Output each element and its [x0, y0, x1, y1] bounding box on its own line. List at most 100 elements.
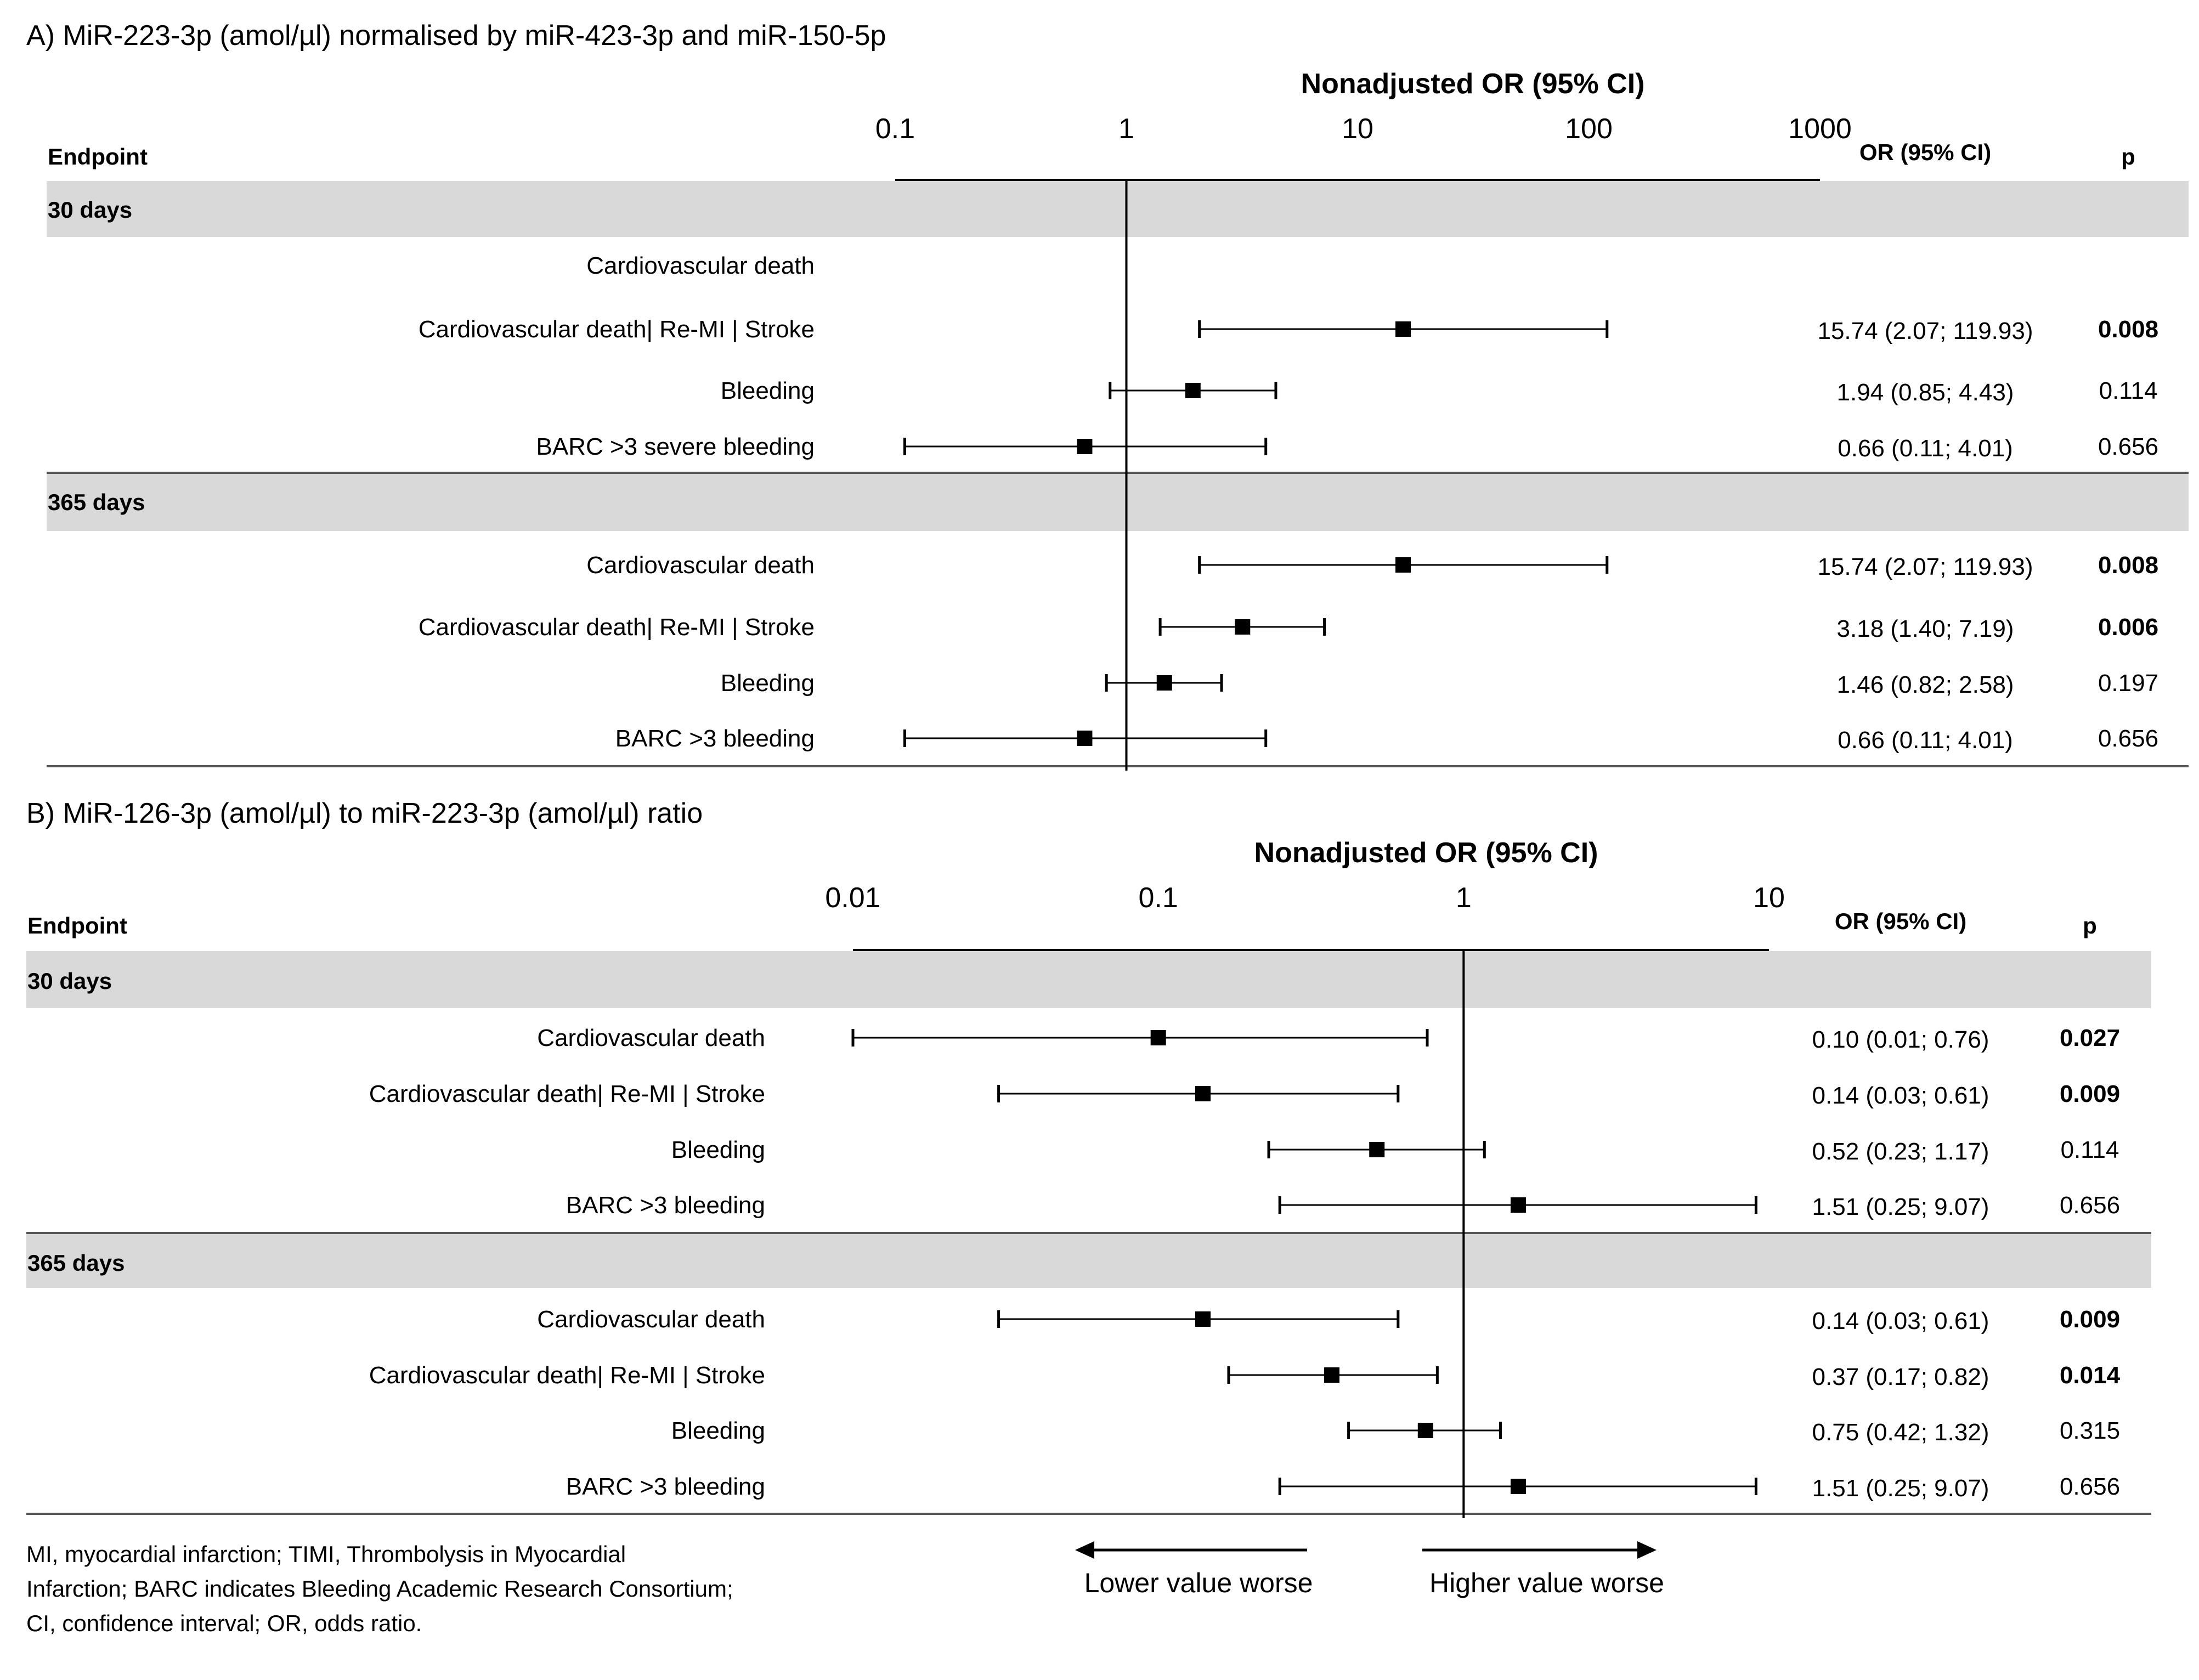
endpoint-label: Bleeding	[671, 1417, 765, 1444]
or-ci-value: 15.74 (2.07; 119.93)	[1817, 318, 2033, 344]
point-estimate	[1417, 1423, 1433, 1438]
p-value: 0.027	[2060, 1025, 2120, 1051]
endpoint-label: Cardiovascular death	[537, 1306, 765, 1333]
endpoint-label: Bleeding	[721, 670, 815, 697]
left-arrow-icon	[1075, 1541, 1094, 1559]
panel-title: A) MiR-223-3p (amol/µl) normalised by mi…	[26, 20, 886, 52]
group-band	[26, 951, 2151, 1008]
point-estimate	[1369, 1142, 1385, 1157]
tick-label: 1	[1118, 113, 1134, 145]
p-value: 0.009	[2060, 1306, 2120, 1333]
group-label: 30 days	[27, 968, 112, 994]
endpoint-label: Cardiovascular death| Re-MI | Stroke	[369, 1081, 765, 1107]
header-endpoint: Endpoint	[27, 913, 127, 938]
p-value: 0.656	[2060, 1473, 2120, 1500]
or-ci-value: 0.10 (0.01; 0.76)	[1812, 1026, 1989, 1053]
footnote: MI, myocardial infarction; TIMI, Thrombo…	[26, 1541, 733, 1636]
group-band	[47, 473, 2189, 531]
endpoint-label: BARC >3 bleeding	[615, 725, 815, 752]
or-ci-value: 3.18 (1.40; 7.19)	[1837, 615, 2014, 642]
lower-value-worse-label: Lower value worse	[1084, 1568, 1313, 1598]
endpoint-label: BARC >3 bleeding	[566, 1473, 765, 1500]
or-ci-value: 0.14 (0.03; 0.61)	[1812, 1308, 1989, 1334]
or-ci-value: 0.52 (0.23; 1.17)	[1812, 1138, 1989, 1165]
higher-value-worse-label: Higher value worse	[1429, 1568, 1664, 1598]
p-value: 0.008	[2098, 316, 2158, 343]
endpoint-label: Cardiovascular death	[586, 252, 815, 279]
p-value: 0.009	[2060, 1081, 2120, 1107]
tick-label: 0.01	[825, 882, 880, 914]
tick-label: 1	[1456, 882, 1472, 914]
axis-title: Nonadjusted OR (95% CI)	[1254, 837, 1598, 869]
point-estimate	[1150, 1030, 1166, 1045]
group-label: 365 days	[27, 1250, 125, 1276]
p-value: 0.315	[2060, 1417, 2120, 1444]
or-ci-value: 15.74 (2.07; 119.93)	[1817, 553, 2033, 580]
endpoint-label: Cardiovascular death	[537, 1025, 765, 1051]
endpoint-label: Cardiovascular death| Re-MI | Stroke	[369, 1362, 765, 1389]
tick-label: 100	[1565, 113, 1613, 145]
p-value: 0.197	[2098, 670, 2158, 697]
group-band	[47, 181, 2189, 237]
footnote-line: CI, confidence interval; OR, odds ratio.	[26, 1610, 422, 1636]
axis-title: Nonadjusted OR (95% CI)	[1301, 68, 1645, 100]
group-band	[26, 1233, 2151, 1288]
header-endpoint: Endpoint	[48, 144, 148, 169]
or-ci-value: 0.14 (0.03; 0.61)	[1812, 1082, 1989, 1109]
endpoint-label: Bleeding	[671, 1136, 765, 1163]
or-ci-value: 0.66 (0.11; 4.01)	[1838, 727, 2013, 754]
tick-label: 10	[1342, 113, 1373, 145]
or-ci-value: 0.37 (0.17; 0.82)	[1812, 1364, 1989, 1390]
forest-panel-a: A) MiR-223-3p (amol/µl) normalised by mi…	[26, 20, 2189, 771]
p-value: 0.656	[2060, 1192, 2120, 1219]
tick-label: 0.1	[875, 113, 915, 145]
point-estimate	[1510, 1479, 1526, 1494]
tick-label: 10	[1753, 882, 1785, 914]
footnote-line: MI, myocardial infarction; TIMI, Thrombo…	[26, 1541, 626, 1567]
endpoint-label: Cardiovascular death| Re-MI | Stroke	[419, 316, 815, 343]
point-estimate	[1077, 439, 1093, 454]
endpoint-label: Cardiovascular death| Re-MI | Stroke	[419, 614, 815, 641]
right-arrow-icon	[1637, 1541, 1657, 1559]
p-value: 0.006	[2098, 614, 2158, 641]
footnote-line: Infarction; BARC indicates Bleeding Acad…	[26, 1576, 733, 1602]
endpoint-label: BARC >3 severe bleeding	[536, 433, 815, 460]
or-ci-value: 1.46 (0.82; 2.58)	[1837, 671, 2014, 698]
point-estimate	[1395, 557, 1411, 573]
point-estimate	[1235, 619, 1251, 635]
or-ci-value: 1.94 (0.85; 4.43)	[1837, 379, 2014, 406]
group-label: 365 days	[48, 489, 145, 515]
point-estimate	[1077, 731, 1093, 746]
p-value: 0.656	[2098, 725, 2158, 752]
point-estimate	[1185, 383, 1201, 398]
p-value: 0.014	[2060, 1362, 2121, 1389]
point-estimate	[1156, 675, 1172, 691]
point-estimate	[1195, 1311, 1211, 1327]
endpoint-label: Cardiovascular death	[586, 552, 815, 579]
header-or: OR (95% CI)	[1835, 908, 1966, 934]
p-value: 0.656	[2098, 433, 2158, 460]
p-value: 0.114	[2061, 1136, 2119, 1163]
group-label: 30 days	[48, 197, 132, 223]
direction-legend: Lower value worse Higher value worse	[1075, 1541, 1664, 1598]
or-ci-value: 0.75 (0.42; 1.32)	[1812, 1419, 1989, 1446]
header-p: p	[2083, 913, 2097, 938]
point-estimate	[1324, 1367, 1339, 1383]
p-value: 0.114	[2099, 377, 2158, 404]
panel-title: B) MiR-126-3p (amol/µl) to miR-223-3p (a…	[26, 797, 703, 829]
tick-label: 1000	[1788, 113, 1852, 145]
or-ci-value: 1.51 (0.25; 9.07)	[1812, 1475, 1989, 1502]
endpoint-label: BARC >3 bleeding	[566, 1192, 765, 1219]
forest-panel-b: B) MiR-126-3p (amol/µl) to miR-223-3p (a…	[26, 797, 2151, 1518]
header-p: p	[2121, 144, 2135, 169]
header-or: OR (95% CI)	[1859, 139, 1991, 165]
tick-label: 0.1	[1139, 882, 1178, 914]
point-estimate	[1395, 321, 1411, 337]
p-value: 0.008	[2098, 552, 2158, 579]
point-estimate	[1510, 1197, 1526, 1213]
point-estimate	[1195, 1086, 1211, 1101]
or-ci-value: 1.51 (0.25; 9.07)	[1812, 1193, 1989, 1220]
endpoint-label: Bleeding	[721, 377, 815, 404]
or-ci-value: 0.66 (0.11; 4.01)	[1838, 435, 2013, 462]
